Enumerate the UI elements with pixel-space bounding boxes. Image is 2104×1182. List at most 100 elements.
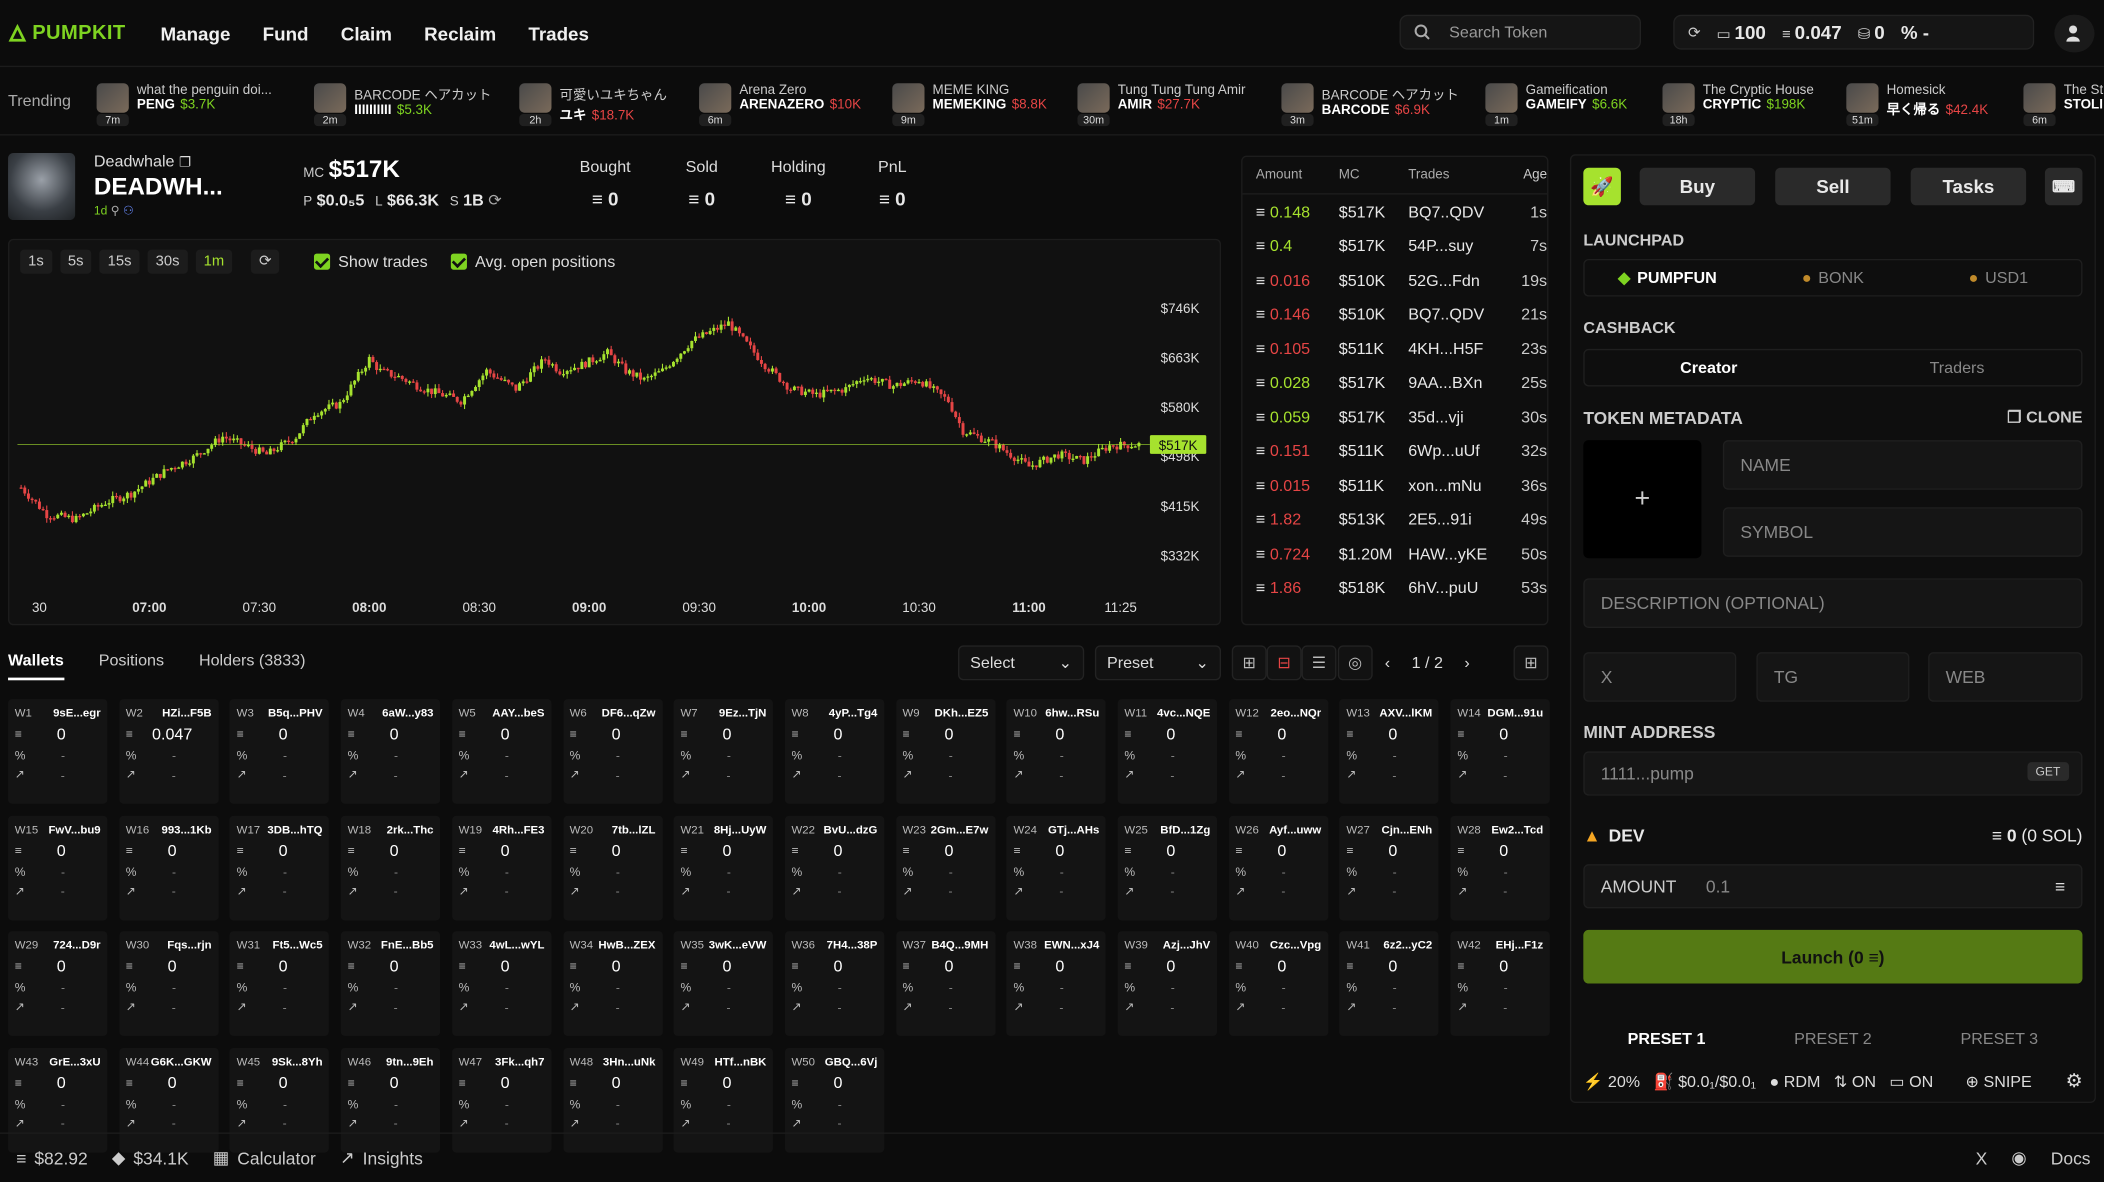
nav-fund[interactable]: Fund xyxy=(262,22,309,44)
symbol-field[interactable]: SYMBOL xyxy=(1722,507,2083,557)
trade-row[interactable]: ≡ 0.148 $517K BQ7..QDV 1s xyxy=(1243,195,1547,229)
wallet-card[interactable]: W3 B5q...PHV ≡ 0% - ↗ - xyxy=(229,699,330,804)
x-link[interactable]: X xyxy=(1976,1148,1988,1168)
sell-button[interactable]: Sell xyxy=(1775,167,1891,206)
user-settings-icon[interactable] xyxy=(2054,14,2095,53)
wallet-address[interactable]: 8Hj...UyW xyxy=(713,821,767,836)
wallet-address[interactable]: 3Fk...qh7 xyxy=(495,1053,545,1068)
trade-row[interactable]: ≡ 1.82 $513K 2E5...91i 49s xyxy=(1243,503,1547,537)
search-input[interactable] xyxy=(1449,22,1624,42)
wallet-card[interactable]: W47 3Fk...qh7 ≡ 0% - ↗ - xyxy=(451,1047,552,1152)
wallet-card[interactable]: W24 GTj...AHs ≡ 0% - ↗ - xyxy=(1006,815,1107,920)
wallet-card[interactable]: W44 G6K...GKW ≡ 0% - ↗ - xyxy=(119,1047,219,1152)
trending-item[interactable]: 3m BARCODE ヘアカット BARCODE $6.9K xyxy=(1281,83,1459,127)
wallet-address[interactable]: 9tn...9Eh xyxy=(385,1053,434,1068)
trade-row[interactable]: ≡ 0.028 $517K 9AA...BXn 25s xyxy=(1243,366,1547,400)
wallet-card[interactable]: W48 3Hn...uNk ≡ 0% - ↗ - xyxy=(562,1047,663,1152)
launchpad-bonk[interactable]: ● BONK xyxy=(1750,260,1915,295)
wallet-address[interactable]: Czc...Vpg xyxy=(1269,937,1322,952)
x-field[interactable]: X xyxy=(1583,652,1737,702)
wallet-card[interactable]: W25 BfD...1Zg ≡ 0% - ↗ - xyxy=(1117,815,1218,920)
wallet-card[interactable]: W5 AAY...beS ≡ 0% - ↗ - xyxy=(451,699,552,804)
wallet-card[interactable]: W41 6z2...yC2 ≡ 0% - ↗ - xyxy=(1339,931,1439,1036)
wallet-card[interactable]: W11 4vc...NQE ≡ 0% - ↗ - xyxy=(1117,699,1218,804)
wallet-address[interactable]: AAY...beS xyxy=(492,705,545,720)
timeframe-15s[interactable]: 15s xyxy=(99,249,140,274)
wallet-address[interactable]: BvU...dzG xyxy=(823,821,878,836)
wallet-card[interactable]: W19 4Rh...FE3 ≡ 0% - ↗ - xyxy=(451,815,552,920)
wallet-address[interactable]: Cjn...ENh xyxy=(1381,821,1433,836)
refresh-icon[interactable]: ⟳ xyxy=(1687,24,1701,41)
trending-item[interactable]: 30m Tung Tung Tung Amir AMIR $27.7K xyxy=(1077,83,1246,127)
wallet-address[interactable]: 2eo...NQr xyxy=(1270,705,1322,720)
get-mint-button[interactable]: GET xyxy=(2027,762,2069,781)
trade-trader[interactable]: 52G...Fdn xyxy=(1408,270,1480,290)
avg-open-toggle[interactable]: Avg. open positions xyxy=(450,252,615,271)
wallet-address[interactable]: HwB...ZEX xyxy=(598,937,656,952)
target-icon[interactable]: ◎ xyxy=(1337,645,1373,681)
wallet-address[interactable]: DGM...91u xyxy=(1487,705,1544,720)
wallet-card[interactable]: W45 9Sk...8Yh ≡ 0% - ↗ - xyxy=(229,1047,330,1152)
trade-row[interactable]: ≡ 0.146 $510K BQ7..QDV 21s xyxy=(1243,297,1547,331)
trending-item[interactable]: 18h The Cryptic House CRYPTIC $198K xyxy=(1662,83,1814,127)
timeframe-5s[interactable]: 5s xyxy=(59,249,92,274)
web-field[interactable]: WEB xyxy=(1928,652,2083,702)
wallet-card[interactable]: W28 Ew2...Tcd ≡ 0% - ↗ - xyxy=(1450,815,1550,920)
wallet-address[interactable]: EHj...F1z xyxy=(1495,937,1544,952)
description-field[interactable]: DESCRIPTION (OPTIONAL) xyxy=(1583,578,2083,628)
wallet-card[interactable]: W40 Czc...Vpg ≡ 0% - ↗ - xyxy=(1228,931,1328,1036)
link-icon[interactable]: ⚲ xyxy=(110,203,120,218)
preset-dropdown[interactable]: Preset ⌄ xyxy=(1094,645,1222,681)
trending-item[interactable]: 2m BARCODE ヘアカット IIIIIIIIII $5.3K xyxy=(313,83,491,127)
wallet-address[interactable]: HTf...nBK xyxy=(714,1053,767,1068)
tab-holders[interactable]: Holders (3833) xyxy=(198,650,306,670)
wallet-address[interactable]: Ft5...Wc5 xyxy=(272,937,323,952)
wallet-card[interactable]: W27 Cjn...ENh ≡ 0% - ↗ - xyxy=(1339,815,1439,920)
trade-row[interactable]: ≡ 0.105 $511K 4KH...H5F 23s xyxy=(1243,331,1547,365)
preset-1[interactable]: PRESET 1 xyxy=(1627,1029,1706,1048)
trending-item[interactable]: 6m The St STOLI xyxy=(2023,83,2104,127)
wallet-address[interactable]: 9sE...egr xyxy=(53,705,101,720)
nav-manage[interactable]: Manage xyxy=(160,22,231,44)
wallet-address[interactable]: 3Hn...uNk xyxy=(602,1053,656,1068)
wallet-card[interactable]: W34 HwB...ZEX ≡ 0% - ↗ - xyxy=(562,931,663,1036)
wallet-address[interactable]: 2Gm...E7w xyxy=(930,821,989,836)
wallet-address[interactable]: Ew2...Tcd xyxy=(1491,821,1544,836)
buy-button[interactable]: Buy xyxy=(1639,167,1756,206)
trade-trader[interactable]: 4KH...H5F xyxy=(1408,339,1484,358)
tasks-button[interactable]: Tasks xyxy=(1910,167,2027,206)
wallet-card[interactable]: W14 DGM...91u ≡ 0% - ↗ - xyxy=(1450,699,1550,804)
trade-trader[interactable]: HAW...yKE xyxy=(1408,544,1488,564)
wallet-address[interactable]: 3wK...eVW xyxy=(708,937,767,952)
wallet-address[interactable]: FnE...Bb5 xyxy=(380,937,434,952)
wallet-card[interactable]: W49 HTf...nBK ≡ 0% - ↗ - xyxy=(673,1047,774,1152)
logo[interactable]: PUMPKIT xyxy=(8,21,126,44)
wallet-card[interactable]: W31 Ft5...Wc5 ≡ 0% - ↗ - xyxy=(229,931,330,1036)
price-chart[interactable]: 1s 5s 15s 30s 1m ⟳ Show trades Avg. open… xyxy=(8,238,1222,626)
mint-address-field[interactable]: 1111...pump xyxy=(1583,751,2083,796)
wallet-card[interactable]: W46 9tn...9Eh ≡ 0% - ↗ - xyxy=(340,1047,441,1152)
trade-trader[interactable]: 6hV...puU xyxy=(1408,578,1479,598)
collapse-icon[interactable]: ⊟ xyxy=(1266,645,1302,681)
wallet-card[interactable]: W20 7tb...lZL ≡ 0% - ↗ - xyxy=(562,815,663,920)
trending-item[interactable]: 6m Arena Zero ARENAZERO $10K xyxy=(699,83,861,127)
tab-positions[interactable]: Positions xyxy=(98,650,165,670)
wallet-address[interactable]: 7H4...38P xyxy=(826,937,878,952)
wallet-address[interactable]: 3DB...hTQ xyxy=(267,821,323,836)
rocket-icon[interactable]: 🚀 xyxy=(1583,167,1621,206)
wallet-card[interactable]: W4 6aW...y83 ≡ 0% - ↗ - xyxy=(340,699,441,804)
wallet-address[interactable]: GTj...AHs xyxy=(1047,821,1100,836)
wallet-card[interactable]: W37 B4Q...9MH ≡ 0% - ↗ - xyxy=(895,931,996,1036)
wallet-address[interactable]: 724...D9r xyxy=(53,937,101,952)
wallet-card[interactable]: W30 Fqs...rjn ≡ 0% - ↗ - xyxy=(119,931,219,1036)
name-field[interactable]: NAME xyxy=(1722,440,2083,490)
copy-icon[interactable]: ❐ xyxy=(178,155,192,171)
wallet-address[interactable]: Fqs...rjn xyxy=(167,937,212,952)
token-owner[interactable]: Deadwhale ❐ xyxy=(94,152,223,171)
wallet-card[interactable]: W26 Ayf...uww ≡ 0% - ↗ - xyxy=(1228,815,1328,920)
wallet-address[interactable]: 2rk...Thc xyxy=(386,821,434,836)
wallet-address[interactable]: 4yP...Tg4 xyxy=(828,705,878,720)
docs-link[interactable]: Docs xyxy=(2050,1147,2091,1169)
wallet-address[interactable]: Ayf...uww xyxy=(1269,821,1322,836)
wallet-address[interactable]: B5q...PHV xyxy=(268,705,323,720)
